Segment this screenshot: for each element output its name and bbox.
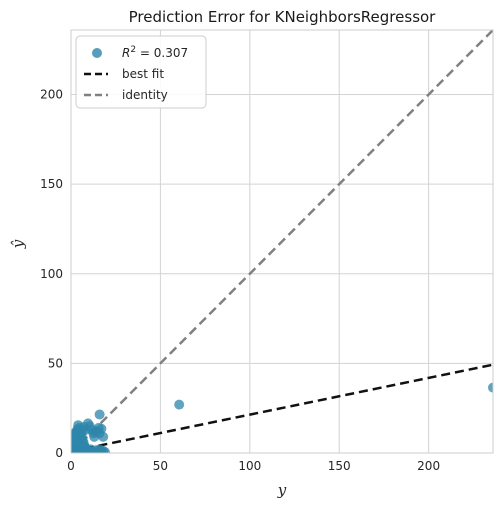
y-tick-label: 150 (40, 177, 63, 191)
legend-scatter-marker (92, 48, 102, 58)
x-tick-label: 150 (328, 459, 351, 473)
legend: R2 = 0.307 best fit identity (75, 35, 207, 109)
x-tick-label: 0 (67, 459, 75, 473)
data-point (94, 409, 105, 420)
data-point (99, 447, 110, 453)
chart-title: Prediction Error for KNeighborsRegressor (129, 8, 437, 26)
axis-ticks: 0 50 100 150 200 0 50 100 150 200 (40, 88, 440, 473)
data-point (96, 423, 107, 434)
y-tick-label: 0 (55, 446, 63, 460)
legend-best-fit-label: best fit (122, 67, 164, 81)
identity-line (71, 30, 493, 453)
data-point (488, 382, 493, 393)
plot-border (70, 29, 494, 454)
scatter-points (71, 382, 493, 453)
data-point (98, 431, 109, 442)
y-tick-label: 100 (40, 267, 63, 281)
x-tick-label: 200 (417, 459, 440, 473)
data-point (77, 447, 88, 453)
y-tick-label: 200 (40, 88, 63, 102)
x-axis-label: y (277, 481, 287, 499)
best-fit-line (71, 363, 493, 453)
plot-frame (70, 29, 494, 454)
x-tick-label: 50 (153, 459, 168, 473)
legend-scatter-label: R2 = 0.307 (122, 45, 188, 60)
legend-box (75, 35, 207, 109)
data-point (174, 399, 185, 410)
reference-lines (71, 30, 493, 453)
data-point (71, 435, 82, 446)
legend-identity-label: identity (122, 88, 168, 102)
y-tick-label: 50 (48, 356, 63, 370)
y-axis-label: ŷ (9, 239, 27, 249)
x-tick-label: 100 (238, 459, 261, 473)
